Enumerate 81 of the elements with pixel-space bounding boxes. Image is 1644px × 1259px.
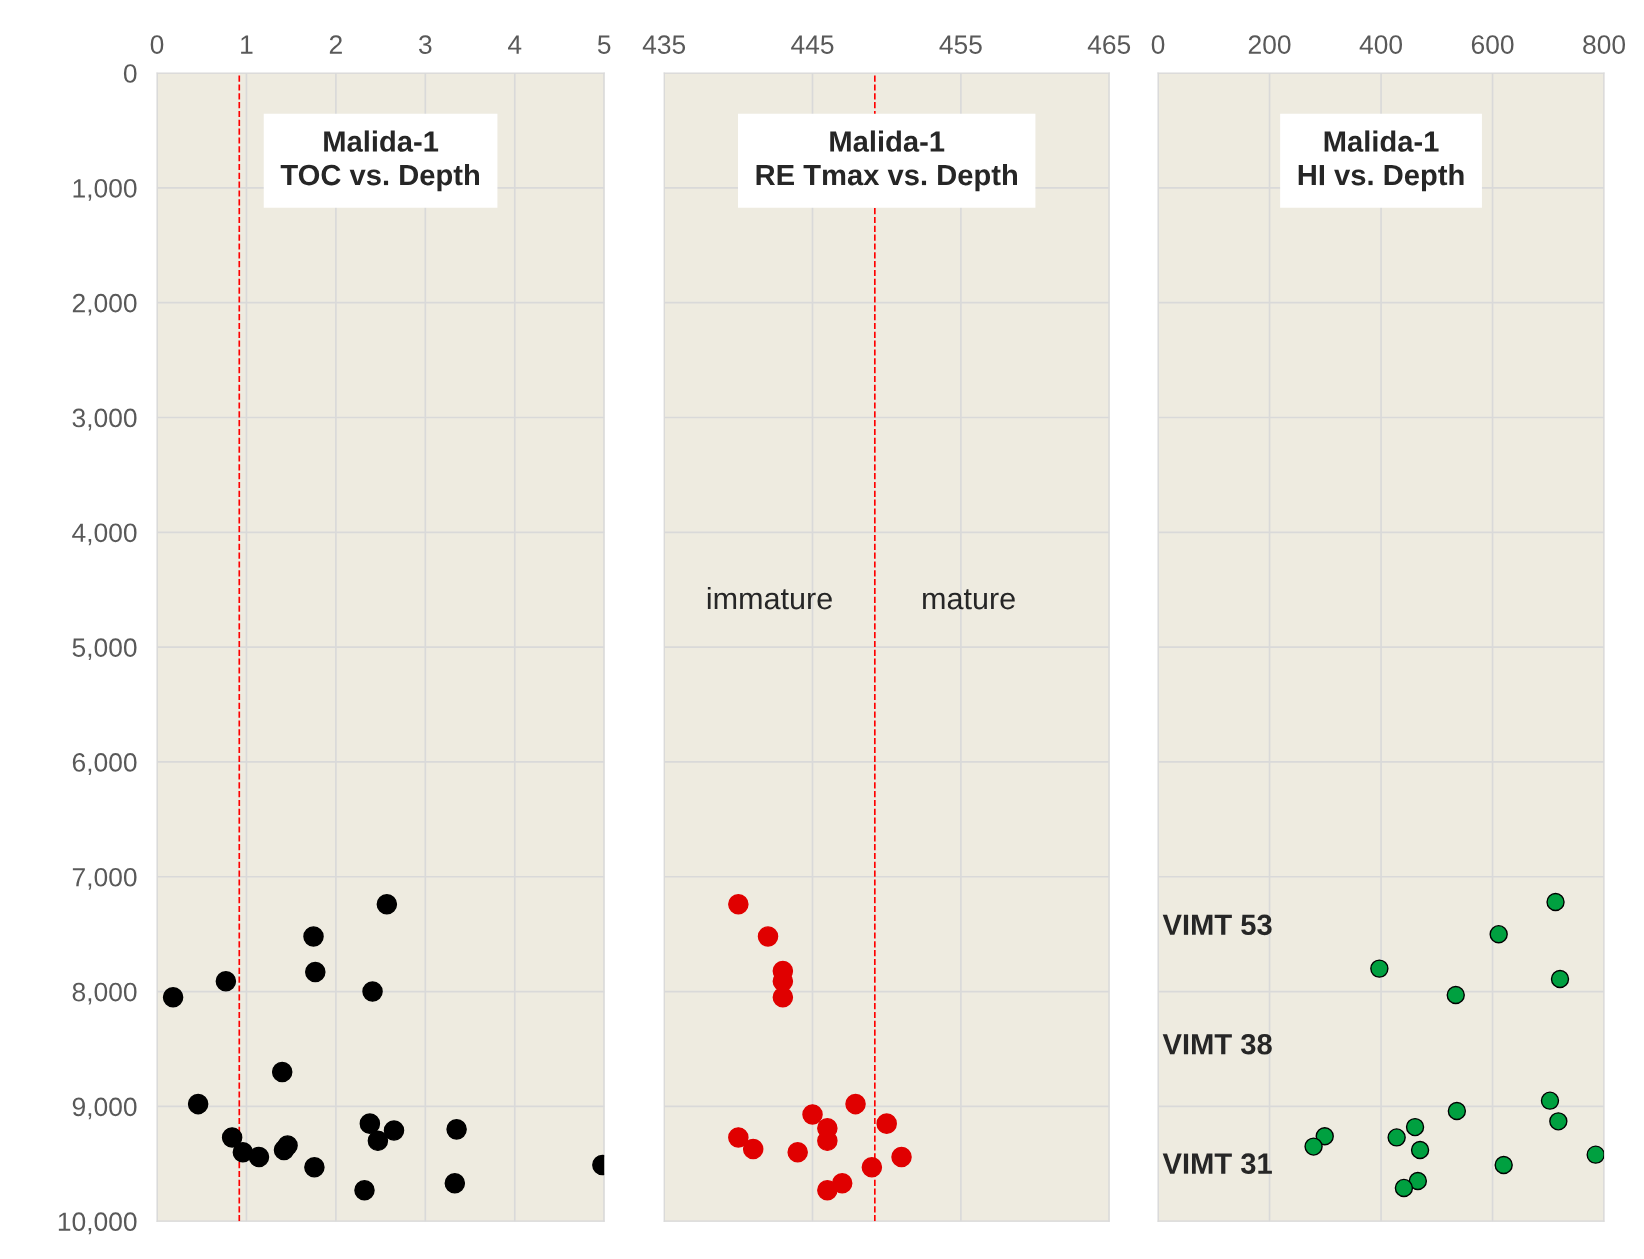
x-tick-label: 2 <box>329 35 342 54</box>
annotation: VIMT 38 <box>1162 1033 1272 1055</box>
x-tick-label: 435 <box>642 35 686 54</box>
point <box>1394 1178 1414 1198</box>
x-tick-label: 800 <box>1583 35 1626 54</box>
point <box>802 1104 823 1125</box>
point <box>362 981 383 1002</box>
point <box>1410 1140 1430 1160</box>
y-tick-label: 8,000 <box>72 982 137 1005</box>
y-tick-label: 3,000 <box>72 408 137 431</box>
point <box>376 894 398 915</box>
point <box>845 1093 866 1115</box>
x-tick-label: 0 <box>1151 35 1165 54</box>
point <box>367 1130 389 1152</box>
point <box>1405 1117 1425 1137</box>
point <box>383 1120 405 1141</box>
point <box>221 1127 243 1148</box>
point <box>787 1142 808 1163</box>
point <box>271 1061 293 1083</box>
point <box>1494 1155 1513 1175</box>
point <box>1408 1171 1428 1191</box>
point <box>444 1173 466 1194</box>
y-tick-label: 10,000 <box>58 1212 137 1235</box>
x-tick-label: 455 <box>939 35 982 54</box>
point <box>728 894 749 915</box>
text: Malida-1 RE Tmax vs. Depth <box>756 130 1017 192</box>
y-tick-label: 0 <box>123 64 137 83</box>
x-tick-label: 600 <box>1471 35 1514 54</box>
point <box>861 1156 883 1178</box>
y-tick-label: 9,000 <box>72 1097 137 1120</box>
point <box>354 1179 375 1201</box>
point <box>1549 1112 1568 1131</box>
text: Malida-1 TOC vs. Depth <box>280 130 479 192</box>
x-tick-label: 5 <box>597 35 611 54</box>
y-tick-label: 2,000 <box>72 293 137 316</box>
x-tick-label: 200 <box>1248 35 1291 54</box>
point <box>305 961 326 983</box>
point <box>304 1156 325 1178</box>
point <box>876 1113 897 1134</box>
x-tick-label: 3 <box>418 35 432 54</box>
annotation: immature <box>707 586 832 610</box>
point <box>1546 892 1565 912</box>
point <box>162 987 184 1008</box>
y-tick-label: 5,000 <box>72 638 137 661</box>
point <box>187 1093 209 1115</box>
point <box>1586 1145 1605 1164</box>
point <box>1370 959 1389 978</box>
point <box>1387 1128 1406 1147</box>
y-tick-label: 7,000 <box>72 867 137 890</box>
y-tick-label: 4,000 <box>72 523 137 546</box>
point <box>1489 924 1508 944</box>
point <box>1447 1101 1467 1121</box>
point <box>273 1139 295 1161</box>
x-tick-label: 465 <box>1087 35 1131 54</box>
x-tick-label: 1 <box>241 35 253 54</box>
point <box>446 1119 467 1140</box>
x-tick-label: 400 <box>1359 35 1403 54</box>
point <box>1304 1137 1323 1156</box>
point <box>215 970 237 992</box>
point <box>1540 1091 1560 1110</box>
point <box>1446 985 1465 1005</box>
point <box>1550 969 1570 989</box>
annotation: VIMT 53 <box>1162 914 1272 936</box>
point <box>1315 1127 1334 1146</box>
x-tick-label: 4 <box>508 35 522 54</box>
point <box>772 987 794 1008</box>
x-tick-label: 445 <box>791 35 834 54</box>
y-tick-label: 1,000 <box>73 178 137 201</box>
point <box>359 1113 381 1134</box>
point <box>891 1146 912 1168</box>
annotation: mature <box>923 589 1015 610</box>
point <box>248 1146 270 1168</box>
point <box>742 1138 764 1160</box>
point <box>303 926 324 947</box>
point <box>817 1179 838 1201</box>
y-tick-label: 6,000 <box>72 753 137 775</box>
point <box>728 1127 749 1148</box>
x-tick-label: 0 <box>150 35 164 54</box>
text: Malida-1 HI vs. Depth <box>1298 130 1464 192</box>
annotation: VIMT 31 <box>1162 1153 1272 1174</box>
point <box>757 926 779 947</box>
